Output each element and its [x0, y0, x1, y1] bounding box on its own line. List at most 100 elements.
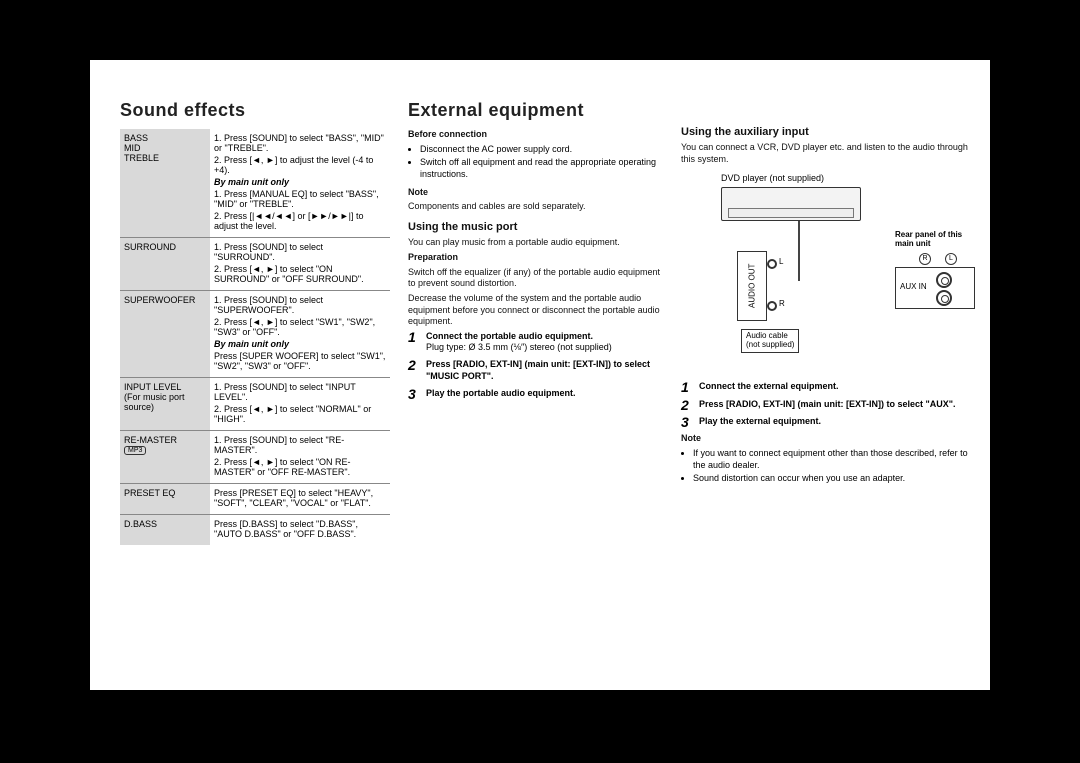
aux-input-intro: You can connect a VCR, DVD player etc. a…	[681, 142, 981, 165]
table-row: RE-MASTERMP31. Press [SOUND] to select "…	[120, 431, 390, 484]
table-row-steps: 1. Press [SOUND] to select "SURROUND".2.…	[210, 238, 390, 291]
main-unit-only-label: By main unit only	[214, 177, 386, 187]
step-text: 2. Press [◄, ►] to select "NORMAL" or "H…	[214, 404, 386, 424]
music-port-heading: Using the music port	[408, 221, 663, 233]
step-title: Connect the portable audio equipment.	[426, 331, 593, 341]
aux-in-box: AUX IN	[895, 267, 975, 309]
step-text: 1. Press [MANUAL EQ] to select "BASS", "…	[214, 189, 386, 209]
external-equipment-title: External equipment	[408, 100, 663, 121]
aux-jack-1-icon	[936, 272, 952, 288]
table-row-label: SURROUND	[120, 238, 210, 291]
table-row-label: INPUT LEVEL (For music port source)	[120, 378, 210, 431]
table-row: BASS MID TREBLE1. Press [SOUND] to selec…	[120, 129, 390, 238]
dvd-player-icon	[721, 187, 861, 221]
numbered-step: 2Press [RADIO, EXT-IN] (main unit: [EXT-…	[681, 399, 981, 410]
aux-note-heading: Note	[681, 433, 981, 445]
step-number: 3	[681, 414, 689, 432]
preparation-heading: Preparation	[408, 252, 663, 264]
step-title: Press [RADIO, EXT-IN] (main unit: [EXT-I…	[426, 359, 650, 380]
step-subtext: Plug type: Ø 3.5 mm (⅛″) stereo (not sup…	[426, 342, 663, 353]
main-unit-only-label: By main unit only	[214, 339, 386, 349]
table-row-label: PRESET EQ	[120, 484, 210, 515]
numbered-step: 1Connect the external equipment.	[681, 381, 981, 392]
connection-diagram: DVD player (not supplied) AUDIO OUT L R …	[681, 171, 981, 371]
manual-page: Sound effects BASS MID TREBLE1. Press [S…	[90, 60, 990, 690]
table-row-steps: 1. Press [SOUND] to select "SUPERWOOFER"…	[210, 291, 390, 378]
step-text: 1. Press [SOUND] to select "SURROUND".	[214, 242, 386, 262]
table-row-steps: Press [PRESET EQ] to select "HEAVY", "SO…	[210, 484, 390, 515]
table-row: D.BASSPress [D.BASS] to select "D.BASS",…	[120, 515, 390, 546]
aux-input-steps: 1Connect the external equipment.2Press […	[681, 381, 981, 427]
step-title: Play the external equipment.	[699, 416, 821, 426]
preparation-text-1: Switch off the equalizer (if any) of the…	[408, 267, 663, 290]
note-text: Components and cables are sold separatel…	[408, 201, 663, 213]
table-row: INPUT LEVEL (For music port source)1. Pr…	[120, 378, 390, 431]
rear-panel: Rear panel of this main unit R L AUX IN	[895, 231, 981, 309]
note-heading: Note	[408, 187, 663, 199]
step-title: Press [RADIO, EXT-IN] (main unit: [EXT-I…	[699, 399, 956, 409]
aux-in-label: AUX IN	[900, 282, 927, 291]
sound-effects-title: Sound effects	[120, 100, 390, 121]
rear-r-label: R	[919, 253, 931, 265]
sound-effects-table: BASS MID TREBLE1. Press [SOUND] to selec…	[120, 129, 390, 545]
numbered-step: 3Play the external equipment.	[681, 416, 981, 427]
external-equipment-column: External equipment Before connection Dis…	[408, 100, 663, 660]
step-text: Press [SUPER WOOFER] to select "SW1", "S…	[214, 351, 386, 371]
step-text: 2. Press [|◄◄/◄◄] or [►►/►►|] to adjust …	[214, 211, 386, 231]
table-row: SURROUND1. Press [SOUND] to select "SURR…	[120, 238, 390, 291]
table-row-label: RE-MASTERMP3	[120, 431, 210, 484]
table-row-steps: Press [D.BASS] to select "D.BASS", "AUTO…	[210, 515, 390, 546]
step-text: 1. Press [SOUND] to select "SUPERWOOFER"…	[214, 295, 386, 315]
aux-note-list: If you want to connect equipment other t…	[681, 448, 981, 485]
table-row-steps: 1. Press [SOUND] to select "INPUT LEVEL"…	[210, 378, 390, 431]
step-number: 2	[408, 357, 416, 375]
step-text: Press [PRESET EQ] to select "HEAVY", "SO…	[214, 488, 386, 508]
aux-input-column: Using the auxiliary input You can connec…	[681, 100, 981, 660]
before-connection-list: Disconnect the AC power supply cord.Swit…	[408, 144, 663, 181]
dvd-label: DVD player (not supplied)	[721, 173, 824, 183]
audio-out-label: AUDIO OUT	[738, 252, 766, 320]
step-text: 1. Press [SOUND] to select "RE-MASTER".	[214, 435, 386, 455]
step-title: Connect the external equipment.	[699, 381, 839, 391]
step-text: 2. Press [◄, ►] to select "SW1", "SW2", …	[214, 317, 386, 337]
music-port-intro: You can play music from a portable audio…	[408, 237, 663, 249]
table-row-label: BASS MID TREBLE	[120, 129, 210, 238]
step-text: 1. Press [SOUND] to select "BASS", "MID"…	[214, 133, 386, 153]
list-item: Switch off all equipment and read the ap…	[420, 157, 663, 180]
step-number: 2	[681, 397, 689, 415]
numbered-step: 1 Connect the portable audio equipment.Pl…	[408, 331, 663, 354]
cable-icon	[769, 221, 829, 306]
numbered-step: 3Play the portable audio equipment.	[408, 388, 663, 399]
step-text: Press [D.BASS] to select "D.BASS", "AUTO…	[214, 519, 386, 539]
numbered-step: 2 Press [RADIO, EXT-IN] (main unit: [EXT-…	[408, 359, 663, 382]
list-item: If you want to connect equipment other t…	[693, 448, 981, 471]
step-text: 2. Press [◄, ►] to select "ON SURROUND" …	[214, 264, 386, 284]
aux-input-heading: Using the auxiliary input	[681, 126, 981, 138]
table-row-label: SUPERWOOFER	[120, 291, 210, 378]
music-port-steps: 1Connect the portable audio equipment.Pl…	[408, 331, 663, 399]
step-number: 1	[408, 329, 416, 347]
step-text: 2. Press [◄, ►] to select "ON RE-MASTER"…	[214, 457, 386, 477]
step-text: 2. Press [◄, ►] to adjust the level (-4 …	[214, 155, 386, 175]
mp3-badge: MP3	[124, 446, 146, 455]
table-row: SUPERWOOFER1. Press [SOUND] to select "S…	[120, 291, 390, 378]
table-row-steps: 1. Press [SOUND] to select "RE-MASTER".2…	[210, 431, 390, 484]
step-number: 1	[681, 379, 689, 397]
step-number: 3	[408, 386, 416, 404]
cable-note: Audio cable (not supplied)	[741, 329, 799, 353]
step-title: Play the portable audio equipment.	[426, 388, 576, 398]
aux-jack-2-icon	[936, 290, 952, 306]
table-row: PRESET EQPress [PRESET EQ] to select "HE…	[120, 484, 390, 515]
audio-out-box: AUDIO OUT	[737, 251, 767, 321]
rl-labels: R L	[895, 253, 981, 265]
step-text: 1. Press [SOUND] to select "INPUT LEVEL"…	[214, 382, 386, 402]
rear-l-label: L	[945, 253, 957, 265]
list-item: Disconnect the AC power supply cord.	[420, 144, 663, 156]
sound-effects-column: Sound effects BASS MID TREBLE1. Press [S…	[120, 100, 390, 660]
preparation-text-2: Decrease the volume of the system and th…	[408, 293, 663, 328]
table-row-label: D.BASS	[120, 515, 210, 546]
before-connection-heading: Before connection	[408, 129, 663, 141]
list-item: Sound distortion can occur when you use …	[693, 473, 981, 485]
rear-panel-label: Rear panel of this main unit	[895, 231, 981, 249]
table-row-steps: 1. Press [SOUND] to select "BASS", "MID"…	[210, 129, 390, 238]
